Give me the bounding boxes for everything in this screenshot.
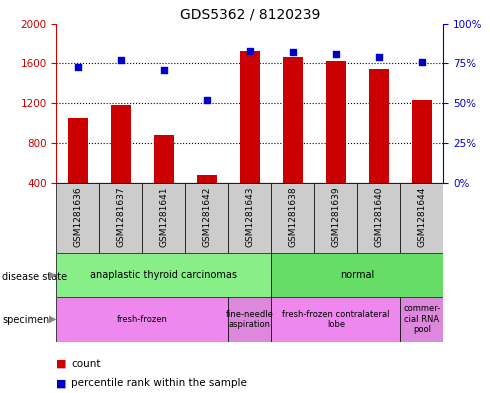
Point bbox=[332, 51, 340, 57]
Bar bbox=[271, 183, 315, 253]
Bar bbox=[326, 61, 345, 183]
Bar bbox=[315, 183, 357, 253]
Text: GSM1281644: GSM1281644 bbox=[417, 186, 426, 247]
Text: ▶: ▶ bbox=[49, 270, 57, 280]
Text: count: count bbox=[71, 358, 100, 369]
Bar bbox=[185, 183, 228, 253]
Bar bbox=[143, 183, 185, 253]
Bar bbox=[357, 183, 400, 253]
Bar bbox=[99, 183, 143, 253]
Bar bbox=[197, 175, 217, 183]
Bar bbox=[283, 57, 303, 183]
Point bbox=[289, 49, 297, 55]
Bar bbox=[271, 297, 400, 342]
Text: GSM1281638: GSM1281638 bbox=[289, 186, 297, 247]
Bar bbox=[271, 253, 443, 297]
Bar bbox=[400, 183, 443, 253]
Point bbox=[203, 97, 211, 103]
Text: GSM1281643: GSM1281643 bbox=[245, 186, 254, 247]
Text: percentile rank within the sample: percentile rank within the sample bbox=[71, 378, 247, 388]
Bar bbox=[369, 69, 389, 183]
Point bbox=[418, 59, 426, 65]
Text: ▶: ▶ bbox=[49, 313, 57, 323]
Point bbox=[160, 66, 168, 73]
Text: ■: ■ bbox=[56, 358, 67, 369]
Text: fresh-frozen: fresh-frozen bbox=[117, 315, 168, 324]
Point bbox=[74, 63, 82, 70]
Bar bbox=[400, 297, 443, 342]
Text: fresh-frozen contralateral
lobe: fresh-frozen contralateral lobe bbox=[282, 310, 390, 329]
Title: GDS5362 / 8120239: GDS5362 / 8120239 bbox=[180, 7, 320, 21]
Bar bbox=[412, 100, 432, 183]
Text: normal: normal bbox=[340, 270, 374, 280]
Text: specimen: specimen bbox=[2, 315, 49, 325]
Text: disease state: disease state bbox=[2, 272, 68, 282]
Bar bbox=[228, 183, 271, 253]
Text: fine-needle
aspiration: fine-needle aspiration bbox=[226, 310, 274, 329]
Text: GSM1281641: GSM1281641 bbox=[159, 186, 169, 247]
Text: GSM1281640: GSM1281640 bbox=[374, 186, 384, 247]
Bar bbox=[240, 51, 260, 183]
Bar bbox=[228, 297, 271, 342]
Text: commer-
cial RNA
pool: commer- cial RNA pool bbox=[403, 305, 441, 334]
Bar bbox=[154, 135, 173, 183]
Bar bbox=[111, 105, 130, 183]
Bar bbox=[68, 118, 88, 183]
Point bbox=[117, 57, 125, 63]
Text: ■: ■ bbox=[56, 378, 67, 388]
Text: GSM1281636: GSM1281636 bbox=[74, 186, 82, 247]
Text: GSM1281639: GSM1281639 bbox=[331, 186, 341, 247]
Text: GSM1281642: GSM1281642 bbox=[202, 186, 211, 247]
Bar bbox=[56, 183, 99, 253]
Point bbox=[375, 54, 383, 60]
Point bbox=[246, 48, 254, 54]
Text: GSM1281637: GSM1281637 bbox=[116, 186, 125, 247]
Bar bbox=[56, 297, 228, 342]
Bar bbox=[56, 253, 271, 297]
Text: anaplastic thyroid carcinomas: anaplastic thyroid carcinomas bbox=[90, 270, 237, 280]
